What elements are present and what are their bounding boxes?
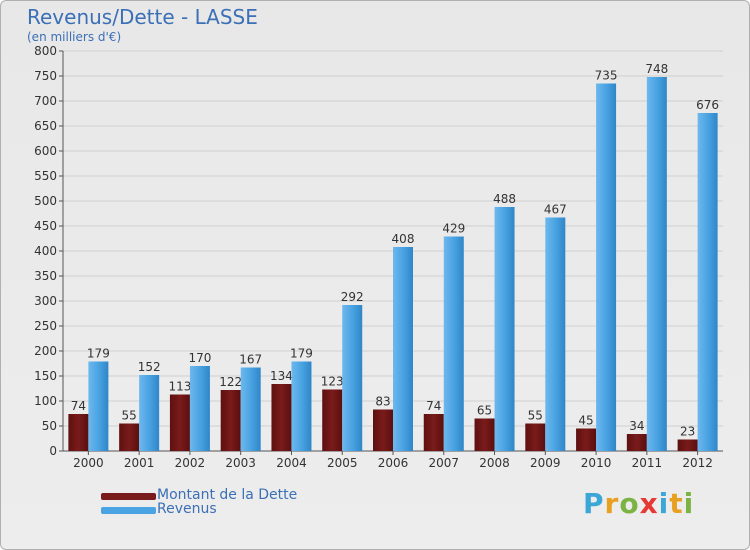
- bar-revenus: [443, 236, 464, 451]
- value-label-dette: 55: [528, 409, 543, 423]
- legend-swatch-dette: [101, 493, 156, 500]
- legend-label-revenus: Revenus: [157, 501, 217, 517]
- legend-swatch-revenus: [101, 507, 156, 514]
- value-label-dette: 65: [477, 404, 492, 418]
- value-label-revenus: 179: [290, 347, 313, 361]
- y-tick-label: 400: [34, 244, 57, 258]
- y-tick-label: 200: [34, 344, 57, 358]
- y-tick-label: 50: [42, 419, 57, 433]
- x-tick-label: 2007: [428, 456, 459, 470]
- bar-revenus: [88, 361, 109, 451]
- x-tick-label: 2006: [378, 456, 409, 470]
- value-label-revenus: 167: [239, 353, 262, 367]
- bar-revenus: [646, 77, 667, 451]
- proxiti-logo: Proxiti: [583, 487, 694, 520]
- value-label-dette: 83: [375, 395, 390, 409]
- y-tick-label: 750: [34, 69, 57, 83]
- bar-dette: [373, 409, 393, 451]
- y-tick-label: 0: [49, 444, 57, 458]
- value-label-revenus: 179: [87, 347, 110, 361]
- bar-dette: [68, 414, 89, 451]
- y-tick-label: 350: [34, 269, 57, 283]
- bar-dette: [119, 423, 140, 451]
- y-tick-label: 550: [34, 169, 57, 183]
- logo-letter: P: [583, 487, 605, 520]
- value-label-dette: 74: [426, 399, 441, 413]
- bar-revenus: [240, 367, 261, 451]
- value-label-dette: 23: [680, 425, 695, 439]
- x-tick-label: 2003: [225, 456, 256, 470]
- y-tick-label: 700: [34, 94, 57, 108]
- y-tick-label: 650: [34, 119, 57, 133]
- x-tick-label: 2011: [632, 456, 663, 470]
- value-label-dette: 123: [321, 375, 344, 389]
- y-tick-label: 150: [34, 369, 57, 383]
- value-label-revenus: 429: [442, 222, 465, 236]
- x-tick-label: 2000: [73, 456, 104, 470]
- value-label-dette: 134: [270, 369, 293, 383]
- value-label-revenus: 292: [341, 290, 364, 304]
- value-label-dette: 122: [219, 375, 242, 389]
- bar-dette: [474, 418, 495, 451]
- x-tick-label: 2012: [682, 456, 713, 470]
- bar-revenus: [697, 113, 718, 451]
- bar-dette: [525, 423, 546, 451]
- value-label-revenus: 676: [696, 98, 719, 112]
- x-tick-label: 2001: [124, 456, 155, 470]
- y-tick-label: 300: [34, 294, 57, 308]
- x-tick-label: 2010: [581, 456, 612, 470]
- value-label-dette: 45: [578, 414, 593, 428]
- logo-letter: r: [604, 487, 620, 520]
- logo-letter: i: [658, 487, 670, 520]
- bar-dette: [169, 394, 190, 451]
- bar-revenus: [342, 305, 363, 451]
- bar-revenus: [545, 217, 566, 451]
- x-tick-label: 2004: [276, 456, 307, 470]
- value-label-dette: 113: [168, 380, 191, 394]
- x-tick-label: 2002: [175, 456, 206, 470]
- logo-letter: x: [639, 487, 659, 520]
- value-label-revenus: 152: [138, 360, 161, 374]
- bar-dette: [220, 390, 241, 451]
- bar-dette: [677, 439, 698, 451]
- value-label-revenus: 748: [645, 62, 668, 76]
- bar-dette: [576, 428, 597, 451]
- logo-letter: t: [669, 487, 684, 520]
- bar-revenus: [393, 247, 413, 451]
- x-tick-label: 2009: [530, 456, 561, 470]
- bar-revenus: [494, 207, 515, 451]
- bar-dette: [626, 434, 647, 451]
- bar-dette: [271, 384, 292, 451]
- value-label-dette: 55: [122, 409, 137, 423]
- y-tick-label: 450: [34, 219, 57, 233]
- bar-dette: [322, 389, 343, 451]
- y-tick-label: 100: [34, 394, 57, 408]
- y-tick-label: 250: [34, 319, 57, 333]
- value-label-revenus: 735: [595, 69, 618, 83]
- value-label-revenus: 170: [188, 351, 211, 365]
- bar-revenus: [139, 375, 160, 451]
- value-label-revenus: 408: [392, 232, 415, 246]
- bar-revenus: [596, 83, 617, 451]
- x-tick-label: 2008: [479, 456, 510, 470]
- bar-revenus: [291, 361, 312, 451]
- y-tick-label: 800: [34, 44, 57, 58]
- legend-label-dette: Montant de la Dette: [157, 487, 298, 503]
- value-label-revenus: 467: [544, 203, 567, 217]
- x-tick-label: 2005: [327, 456, 358, 470]
- value-label-dette: 74: [71, 399, 86, 413]
- bar-dette: [423, 414, 444, 451]
- value-label-revenus: 488: [493, 192, 516, 206]
- logo-letter: o: [619, 487, 640, 520]
- chart-subtitle: (en milliers d'€): [27, 30, 122, 44]
- y-tick-label: 500: [34, 194, 57, 208]
- logo-letter: i: [683, 487, 695, 520]
- bar-revenus: [189, 366, 210, 451]
- value-label-dette: 34: [629, 419, 644, 433]
- chart-title: Revenus/Dette - LASSE: [27, 5, 258, 29]
- y-tick-label: 600: [34, 144, 57, 158]
